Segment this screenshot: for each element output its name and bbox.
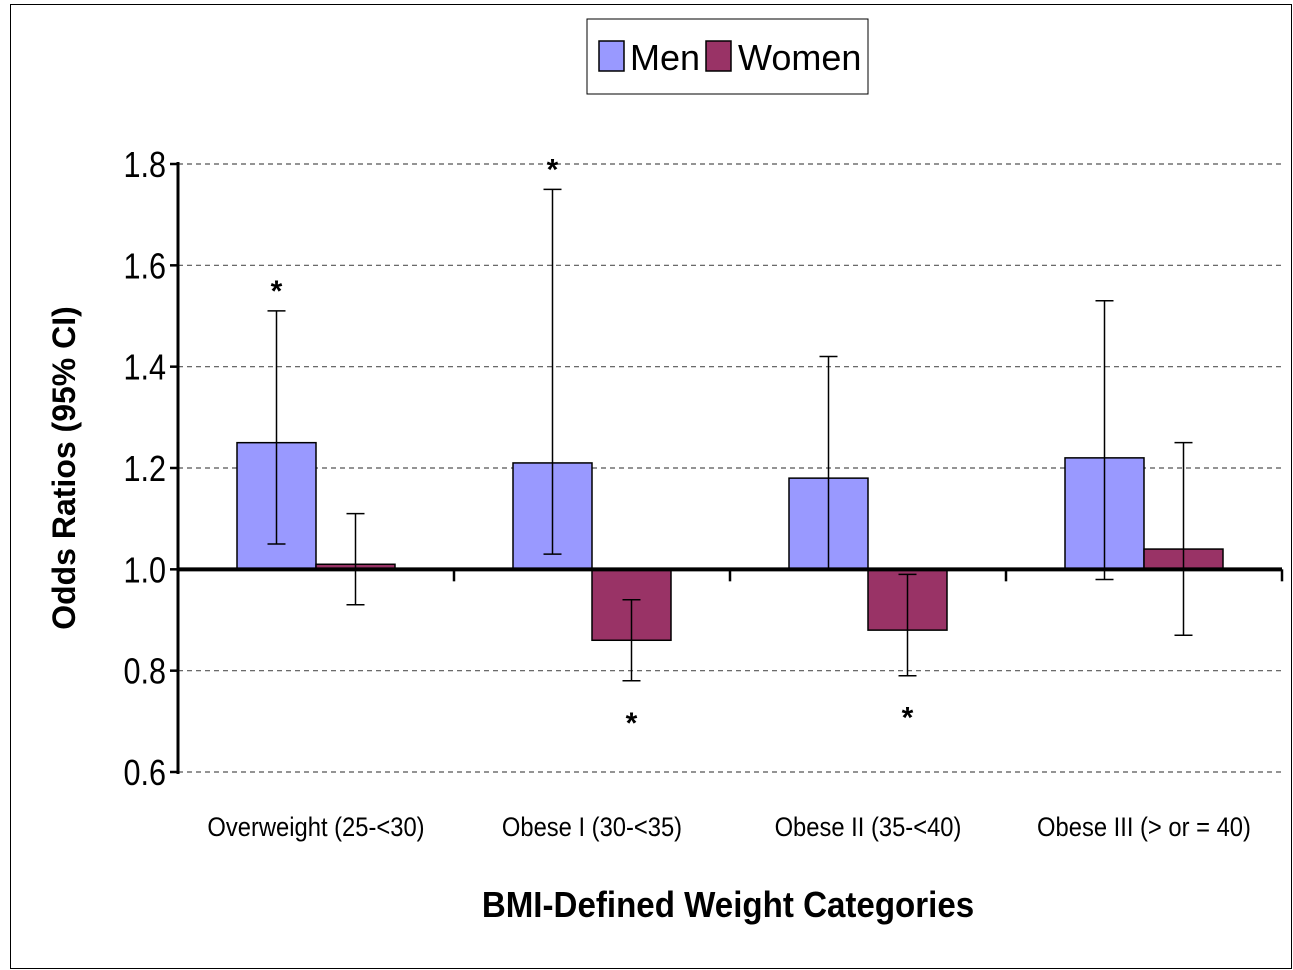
y-tick-label: 1.6 — [123, 247, 166, 287]
legend: Men Women — [586, 18, 869, 95]
axes — [170, 162, 1284, 774]
legend-label-men: Men — [630, 37, 700, 78]
y-tick-label: 1.4 — [123, 348, 166, 388]
significance-star: * — [626, 707, 638, 740]
x-category-label: Overweight (25-<30) — [207, 813, 424, 843]
y-tick-labels: 0.6 0.8 1.0 1.2 1.4 1.6 1.8 — [123, 146, 166, 794]
error-bars — [267, 188, 1193, 682]
significance-markers: * * * * — [271, 153, 914, 739]
y-tick-label: 0.6 — [123, 754, 166, 794]
legend-swatch-men — [598, 40, 625, 72]
legend-swatch-women — [705, 40, 732, 72]
y-tick-label: 1.2 — [123, 450, 166, 490]
y-tick-label: 0.8 — [123, 652, 166, 692]
gridlines — [178, 163, 1282, 773]
x-category-labels: Overweight (25-<30) Obese I (30-<35) Obese… — [207, 813, 1251, 843]
significance-star: * — [271, 275, 283, 308]
x-axis-title: BMI-Defined Weight Categories — [482, 886, 974, 926]
x-category-label: Obese II (35-<40) — [775, 813, 962, 843]
y-tick-label: 1.8 — [123, 146, 166, 186]
y-axis-title: Odds Ratios (95% CI) — [46, 306, 82, 630]
x-category-label: Obese I (30-<35) — [502, 813, 682, 843]
legend-label-women: Women — [738, 37, 861, 78]
x-category-label: Obese III (> or = 40) — [1037, 813, 1251, 843]
bars — [236, 441, 1224, 642]
y-tick-label: 1.0 — [123, 551, 166, 591]
significance-star: * — [902, 702, 914, 735]
significance-star: * — [547, 153, 559, 186]
